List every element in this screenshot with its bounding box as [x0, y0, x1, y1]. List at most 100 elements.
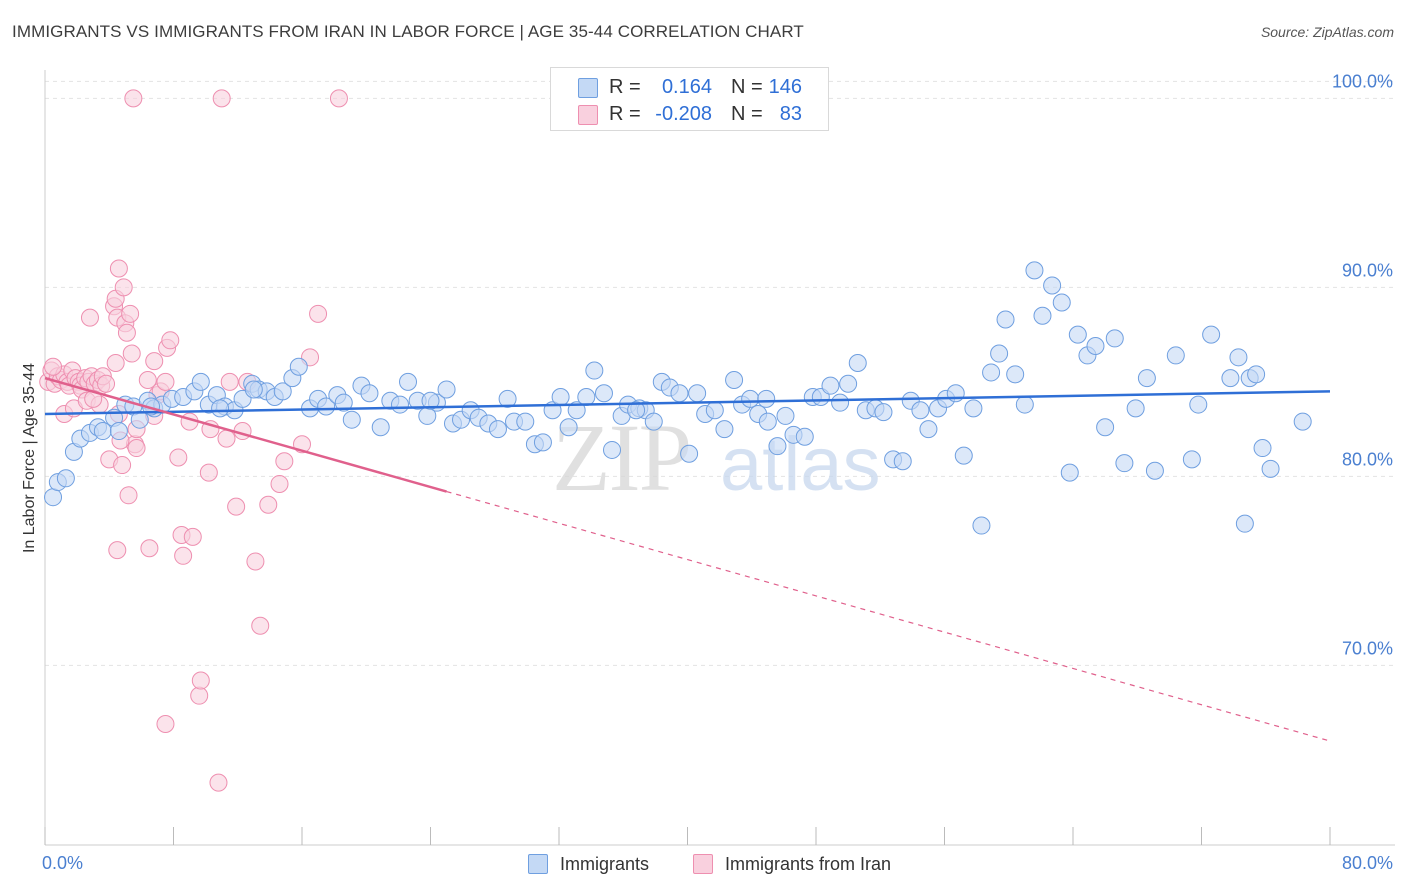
point-immigrants: [44, 488, 63, 507]
point-iran: [138, 371, 157, 389]
legend-n-label: N =: [731, 76, 763, 98]
point-immigrants: [1166, 346, 1185, 365]
legend-n-value: 83: [779, 103, 802, 125]
point-iran: [119, 486, 138, 505]
point-immigrants: [567, 401, 586, 420]
legend-n-value: 146: [768, 76, 802, 98]
point-immigrants: [1006, 365, 1025, 384]
trend-line-iran: [44, 376, 447, 493]
point-iran: [217, 429, 236, 448]
point-iran: [174, 546, 193, 565]
point-iran: [109, 259, 128, 278]
legend-r-label: R =: [609, 103, 641, 125]
point-immigrants: [644, 412, 663, 431]
point-immigrants: [273, 382, 292, 401]
point-immigrants: [244, 380, 263, 399]
y-axis-label: In Labor Force | Age 35-44: [21, 363, 38, 553]
point-immigrants: [109, 422, 128, 441]
point-immigrants: [1126, 399, 1145, 418]
point-iran: [246, 552, 265, 571]
point-iran: [117, 323, 136, 342]
point-immigrants: [1229, 348, 1248, 367]
trend-lines: [44, 376, 1331, 742]
x-tick-label: 80.0%: [1342, 853, 1393, 873]
bottom-legend-immigrants: Immigrants: [528, 852, 649, 876]
point-immigrants: [821, 376, 840, 395]
series-immigrants: [44, 261, 1312, 535]
point-immigrants: [688, 384, 707, 403]
point-immigrants: [990, 344, 1009, 363]
point-immigrants: [516, 412, 535, 431]
point-immigrants: [776, 406, 795, 425]
point-iran: [156, 715, 175, 734]
point-immigrants: [893, 452, 912, 471]
stats-legend: R = 0.164 N = 146 R = -0.208 N = 83: [550, 67, 829, 131]
point-immigrants: [1052, 293, 1071, 312]
point-immigrants: [317, 397, 336, 416]
y-tick-label: 80.0%: [1342, 449, 1393, 469]
point-immigrants: [421, 391, 440, 410]
point-immigrants: [551, 388, 570, 407]
point-immigrants: [390, 395, 409, 414]
point-immigrants: [1105, 329, 1124, 348]
point-iran: [270, 474, 289, 493]
point-immigrants: [848, 353, 867, 372]
point-immigrants: [93, 422, 112, 441]
y-tick-label: 90.0%: [1342, 260, 1393, 280]
point-immigrants: [982, 363, 1001, 382]
point-immigrants: [768, 437, 787, 456]
point-iran: [209, 773, 228, 792]
point-immigrants: [371, 418, 390, 437]
point-immigrants: [488, 420, 507, 439]
point-immigrants: [360, 384, 379, 403]
point-immigrants: [680, 444, 699, 463]
point-iran: [169, 448, 188, 467]
bottom-legend-swatch-pink: [693, 854, 713, 874]
legend-n-label: N =: [731, 103, 763, 125]
axes: [44, 70, 1395, 846]
x-tick-label: 0.0%: [42, 853, 83, 873]
point-iran: [329, 89, 348, 108]
point-iran: [212, 89, 231, 108]
bottom-legend-label-immigrants: Immigrants: [560, 853, 650, 874]
point-immigrants: [399, 372, 418, 391]
point-immigrants: [577, 388, 596, 407]
point-immigrants: [342, 410, 361, 429]
point-immigrants: [533, 433, 552, 452]
point-iran: [84, 389, 103, 408]
point-immigrants: [1221, 369, 1240, 388]
point-immigrants: [1247, 365, 1266, 384]
point-iran: [80, 308, 99, 327]
point-immigrants: [741, 389, 760, 408]
point-immigrants: [715, 420, 734, 439]
point-immigrants: [919, 420, 938, 439]
point-immigrants: [1261, 459, 1280, 478]
point-iran: [156, 372, 175, 391]
point-immigrants: [191, 372, 210, 391]
point-iran: [199, 463, 218, 482]
point-immigrants: [1096, 418, 1115, 437]
point-immigrants: [1033, 306, 1052, 325]
legend-r-value: 0.164: [661, 76, 712, 98]
point-iran: [259, 495, 278, 514]
point-immigrants: [972, 516, 991, 535]
point-iran: [191, 671, 210, 690]
point-immigrants: [1068, 325, 1087, 344]
y-tick-label: 100.0%: [1332, 71, 1393, 91]
point-iran: [227, 497, 246, 516]
point-immigrants: [1253, 439, 1272, 458]
point-iran: [161, 331, 180, 350]
point-immigrants: [964, 399, 983, 418]
point-iran: [309, 304, 328, 323]
trend-line-iran-extension: [446, 490, 1331, 742]
point-iran: [122, 344, 141, 363]
point-immigrants: [670, 384, 689, 403]
legend-r-value: -0.208: [655, 103, 712, 125]
point-iran: [114, 278, 133, 297]
point-iran: [106, 353, 125, 372]
point-immigrants: [130, 410, 149, 429]
point-immigrants: [911, 401, 930, 420]
point-immigrants: [627, 401, 646, 420]
point-immigrants: [594, 384, 613, 403]
